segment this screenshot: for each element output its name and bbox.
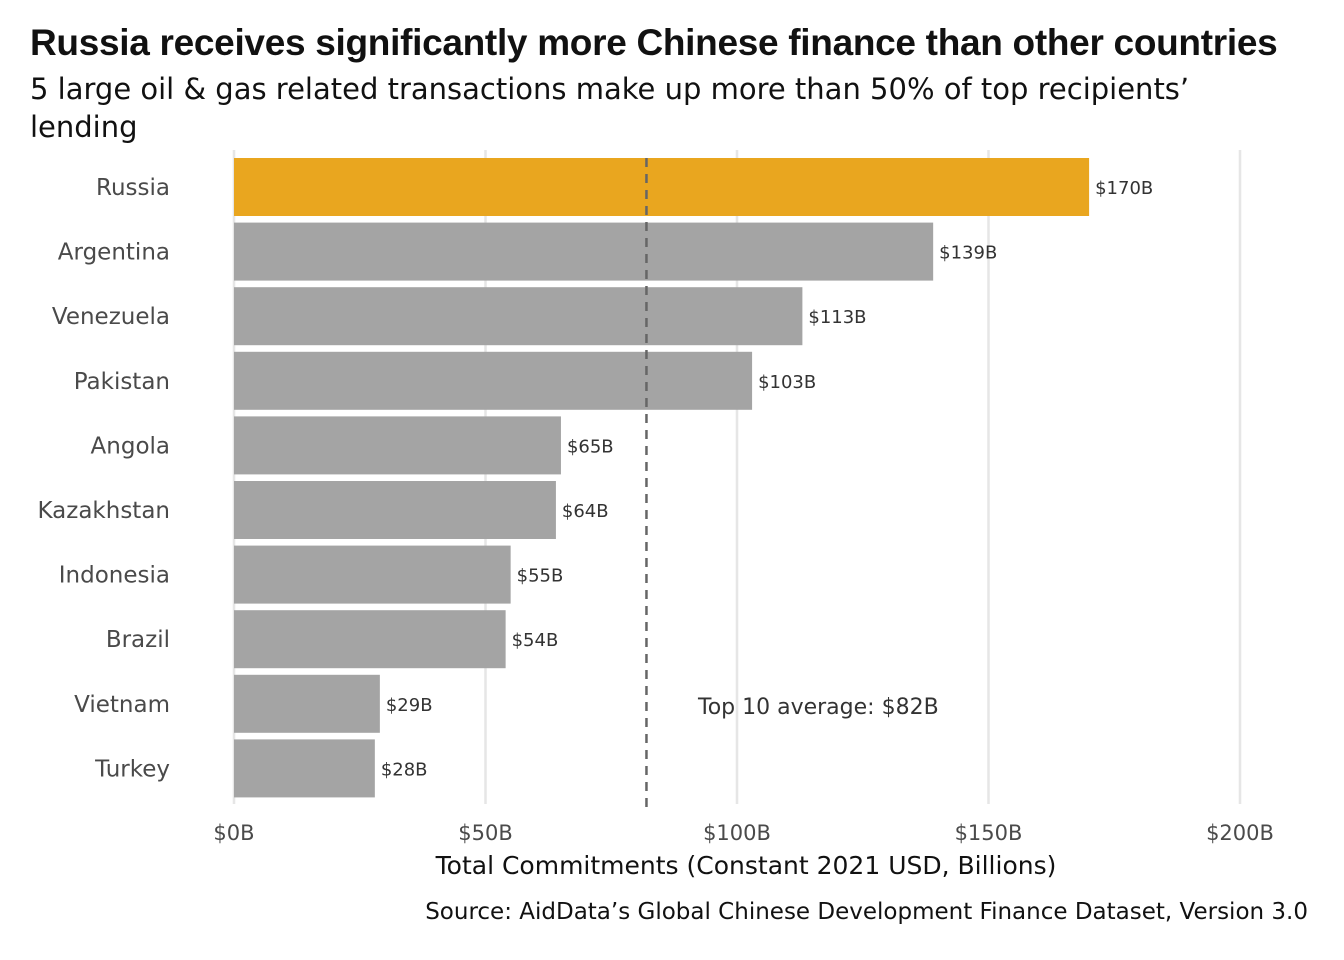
data-label: $170B xyxy=(1095,178,1153,199)
data-label: $65B xyxy=(567,436,614,457)
category-label: Turkey xyxy=(94,756,170,782)
bar xyxy=(234,222,934,281)
x-tick-label: $200B xyxy=(1206,821,1274,845)
data-label: $103B xyxy=(758,372,816,393)
data-label: $29B xyxy=(386,695,433,716)
x-tick-label: $100B xyxy=(703,821,771,845)
x-tick-label: $150B xyxy=(955,821,1023,845)
bar xyxy=(234,287,803,346)
average-annotation: Top 10 average: $82B xyxy=(697,695,939,720)
bar xyxy=(234,481,556,539)
data-label: $54B xyxy=(512,630,559,651)
bar xyxy=(234,158,1090,216)
data-label: $113B xyxy=(808,307,866,328)
category-label: Indonesia xyxy=(59,563,170,589)
x-tick-label: $0B xyxy=(213,821,254,845)
bar xyxy=(234,610,506,669)
x-axis-title: Total Commitments (Constant 2021 USD, Bi… xyxy=(435,851,1057,880)
bar xyxy=(234,739,375,798)
data-label: $139B xyxy=(939,243,997,264)
category-label: Brazil xyxy=(106,627,170,653)
bar xyxy=(234,545,511,604)
category-label: Vietnam xyxy=(74,692,170,718)
category-label: Angola xyxy=(91,433,170,459)
source-caption: Source: AidData’s Global Chinese Develop… xyxy=(425,899,1308,925)
bar xyxy=(234,351,753,410)
x-tick-label: $50B xyxy=(458,821,513,845)
category-label: Kazakhstan xyxy=(37,498,170,524)
data-label: $55B xyxy=(517,566,564,587)
data-label: $28B xyxy=(381,759,428,780)
category-label: Pakistan xyxy=(74,369,170,395)
category-label: Argentina xyxy=(58,240,170,266)
chart-subtitle: 5 large oil & gas related transactions m… xyxy=(30,72,1190,144)
category-label: Venezuela xyxy=(52,304,170,330)
bar xyxy=(234,674,380,733)
data-label: $64B xyxy=(562,501,609,522)
chart-title: Russia receives significantly more Chine… xyxy=(30,22,1278,63)
bar xyxy=(234,416,561,475)
category-label: Russia xyxy=(96,175,170,201)
